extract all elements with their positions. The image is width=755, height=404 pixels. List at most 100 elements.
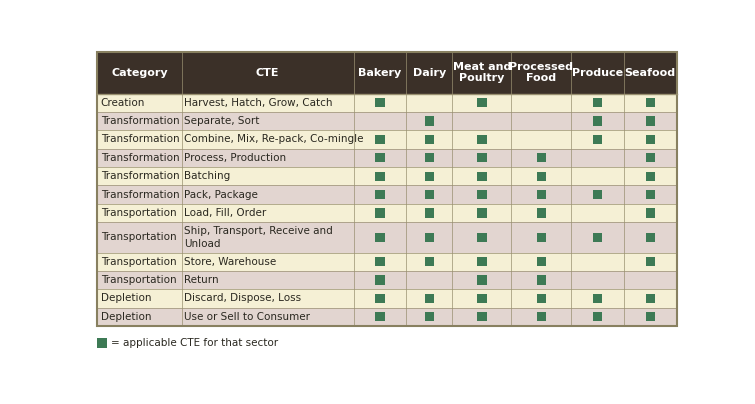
Text: Transportation: Transportation	[101, 275, 177, 285]
Bar	[477, 208, 486, 217]
Bar	[424, 135, 434, 144]
Bar	[424, 172, 434, 181]
Bar	[593, 233, 602, 242]
Bar	[97, 271, 676, 289]
Bar	[593, 135, 602, 144]
Bar	[537, 153, 546, 162]
Text: Produce: Produce	[572, 67, 624, 78]
Bar	[646, 233, 655, 242]
Bar	[97, 289, 676, 307]
Bar	[97, 204, 676, 222]
Text: Pack, Package: Pack, Package	[184, 189, 258, 200]
Bar	[593, 312, 602, 322]
Bar	[477, 294, 486, 303]
Bar	[537, 257, 546, 266]
Text: Depletion: Depletion	[101, 293, 151, 303]
Text: Dairy: Dairy	[413, 67, 446, 78]
Text: Seafood: Seafood	[624, 67, 676, 78]
Bar	[537, 276, 546, 285]
Bar	[375, 153, 384, 162]
Text: Separate, Sort: Separate, Sort	[184, 116, 260, 126]
Text: CTE: CTE	[256, 67, 279, 78]
Bar	[593, 98, 602, 107]
Text: Use or Sell to Consumer: Use or Sell to Consumer	[184, 312, 310, 322]
Text: Harvest, Hatch, Grow, Catch: Harvest, Hatch, Grow, Catch	[184, 98, 333, 108]
Bar	[97, 94, 676, 112]
Bar	[375, 233, 384, 242]
Bar	[646, 153, 655, 162]
Bar	[424, 294, 434, 303]
Bar	[477, 172, 486, 181]
Bar	[424, 257, 434, 266]
Text: Combine, Mix, Re-pack, Co-mingle: Combine, Mix, Re-pack, Co-mingle	[184, 135, 364, 145]
Bar	[375, 190, 384, 199]
Bar	[537, 294, 546, 303]
Bar	[646, 135, 655, 144]
Text: Return: Return	[184, 275, 219, 285]
Text: Transformation: Transformation	[101, 189, 180, 200]
Bar	[424, 208, 434, 217]
Bar	[375, 294, 384, 303]
Bar	[375, 172, 384, 181]
Bar	[97, 130, 676, 149]
Bar	[97, 149, 676, 167]
Text: Ship, Transport, Receive and
Unload: Ship, Transport, Receive and Unload	[184, 226, 333, 248]
Bar	[424, 312, 434, 322]
Bar	[424, 116, 434, 126]
Text: Batching: Batching	[184, 171, 231, 181]
Bar	[477, 312, 486, 322]
Text: Transformation: Transformation	[101, 153, 180, 163]
Bar	[646, 190, 655, 199]
Text: Process, Production: Process, Production	[184, 153, 287, 163]
Text: Transportation: Transportation	[101, 257, 177, 267]
Bar	[646, 312, 655, 322]
Bar	[97, 52, 676, 94]
Bar	[646, 294, 655, 303]
Bar	[537, 312, 546, 322]
Bar	[537, 233, 546, 242]
Text: Discard, Dispose, Loss: Discard, Dispose, Loss	[184, 293, 301, 303]
Text: Load, Fill, Order: Load, Fill, Order	[184, 208, 267, 218]
Bar	[97, 307, 676, 326]
Bar	[97, 185, 676, 204]
Bar	[537, 172, 546, 181]
Bar	[477, 153, 486, 162]
Text: Processed
Food: Processed Food	[510, 62, 573, 83]
Bar	[537, 190, 546, 199]
Bar	[424, 153, 434, 162]
Text: Category: Category	[111, 67, 168, 78]
Bar	[646, 257, 655, 266]
Bar	[375, 312, 384, 322]
Bar	[646, 172, 655, 181]
Bar	[375, 208, 384, 217]
Text: Store, Warehouse: Store, Warehouse	[184, 257, 276, 267]
Text: Meat and
Poultry: Meat and Poultry	[453, 62, 511, 83]
Bar	[97, 167, 676, 185]
Text: Creation: Creation	[101, 98, 145, 108]
Bar	[424, 233, 434, 242]
Bar	[593, 116, 602, 126]
Text: Transportation: Transportation	[101, 208, 177, 218]
Bar	[97, 52, 676, 326]
Bar	[646, 98, 655, 107]
Bar	[97, 112, 676, 130]
Bar	[646, 116, 655, 126]
Bar	[375, 135, 384, 144]
Bar	[646, 208, 655, 217]
Bar	[477, 233, 486, 242]
Bar	[477, 257, 486, 266]
Text: Transformation: Transformation	[101, 116, 180, 126]
Bar	[477, 190, 486, 199]
Bar	[97, 222, 676, 252]
Text: Transformation: Transformation	[101, 171, 180, 181]
Text: Bakery: Bakery	[359, 67, 402, 78]
Text: Transportation: Transportation	[101, 232, 177, 242]
Text: = applicable CTE for that sector: = applicable CTE for that sector	[111, 338, 279, 348]
Bar	[477, 276, 486, 285]
Text: Depletion: Depletion	[101, 312, 151, 322]
Bar	[477, 98, 486, 107]
Bar	[375, 257, 384, 266]
Bar	[424, 190, 434, 199]
Bar	[375, 276, 384, 285]
Bar	[477, 135, 486, 144]
